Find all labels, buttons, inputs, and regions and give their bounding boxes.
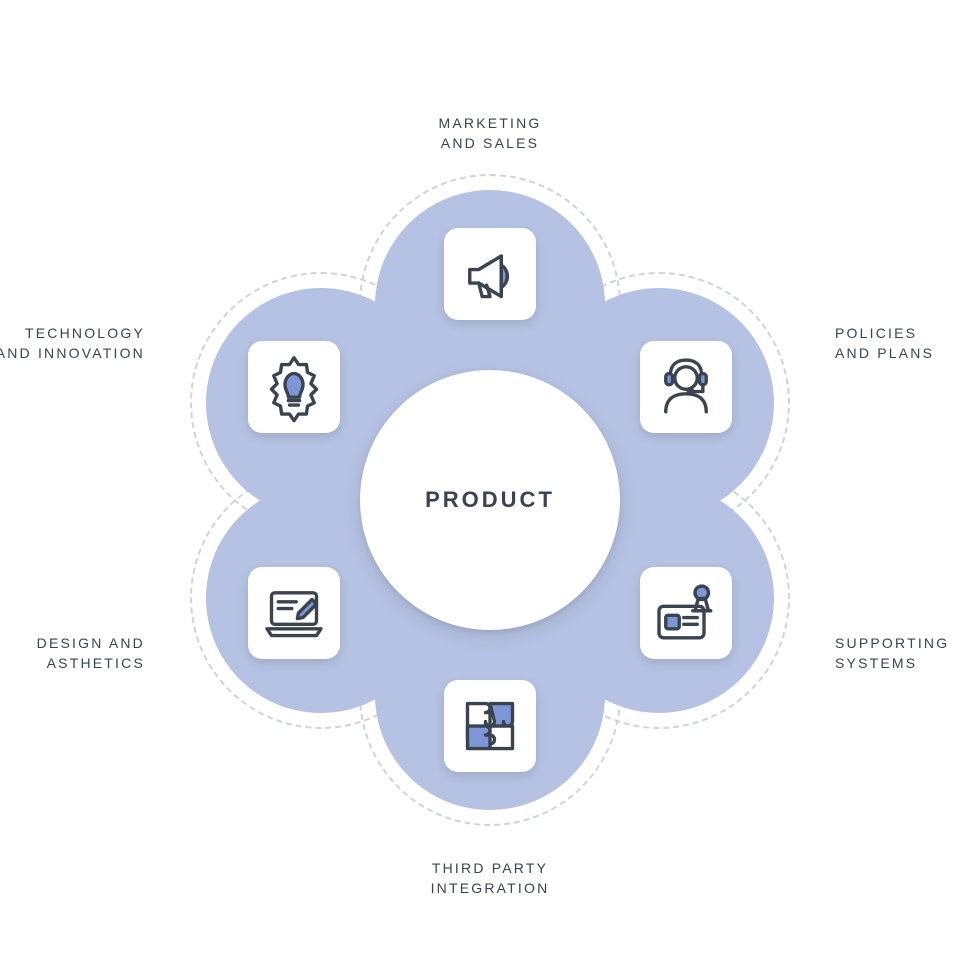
laptop-pen-icon	[258, 577, 330, 649]
center-label: PRODUCT	[425, 487, 555, 513]
stamp-card-icon	[650, 577, 722, 649]
label-technology-and-innovation: TECHNOLOGY AND INNOVATION	[0, 323, 145, 364]
icon-badge	[640, 341, 732, 433]
center-circle: PRODUCT	[360, 370, 620, 630]
puzzle-icon	[454, 690, 526, 762]
gear-bulb-icon	[258, 351, 330, 423]
label-marketing-and-sales: MARKETING AND SALES	[380, 113, 600, 154]
label-third-party-integration: THIRD PARTY INTEGRATION	[380, 858, 600, 899]
icon-badge	[640, 567, 732, 659]
icon-badge	[444, 228, 536, 320]
megaphone-icon	[454, 238, 526, 310]
label-supporting-systems: SUPPORTING SYSTEMS	[835, 633, 980, 674]
support-agent-icon	[650, 351, 722, 423]
icon-badge	[248, 341, 340, 433]
label-policies-and-plans: POLICIES AND PLANS	[835, 323, 980, 364]
icon-badge	[248, 567, 340, 659]
icon-badge	[444, 680, 536, 772]
label-design-and-asthetics: DESIGN AND ASTHETICS	[0, 633, 145, 674]
diagram-stage: PRODUCT	[0, 0, 980, 980]
